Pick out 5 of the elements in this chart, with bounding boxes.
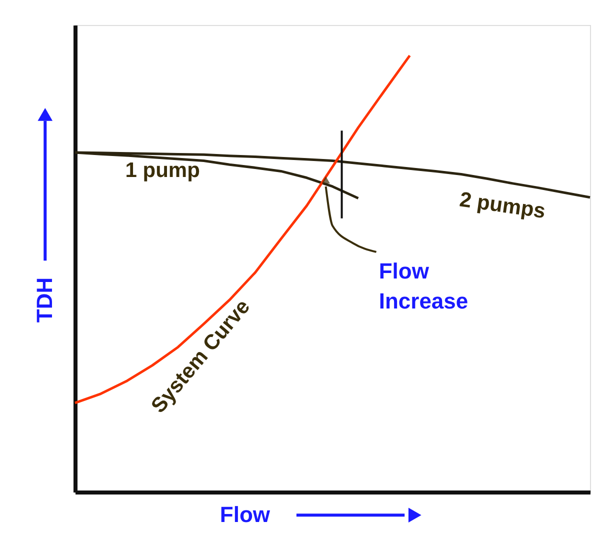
y-axis-title: TDH bbox=[32, 277, 58, 323]
x-axis-title: Flow bbox=[220, 502, 271, 528]
annotation: Flow Increase bbox=[378, 258, 468, 314]
series-label: 1 pump bbox=[125, 159, 200, 182]
text: 2 pumps bbox=[458, 188, 547, 224]
